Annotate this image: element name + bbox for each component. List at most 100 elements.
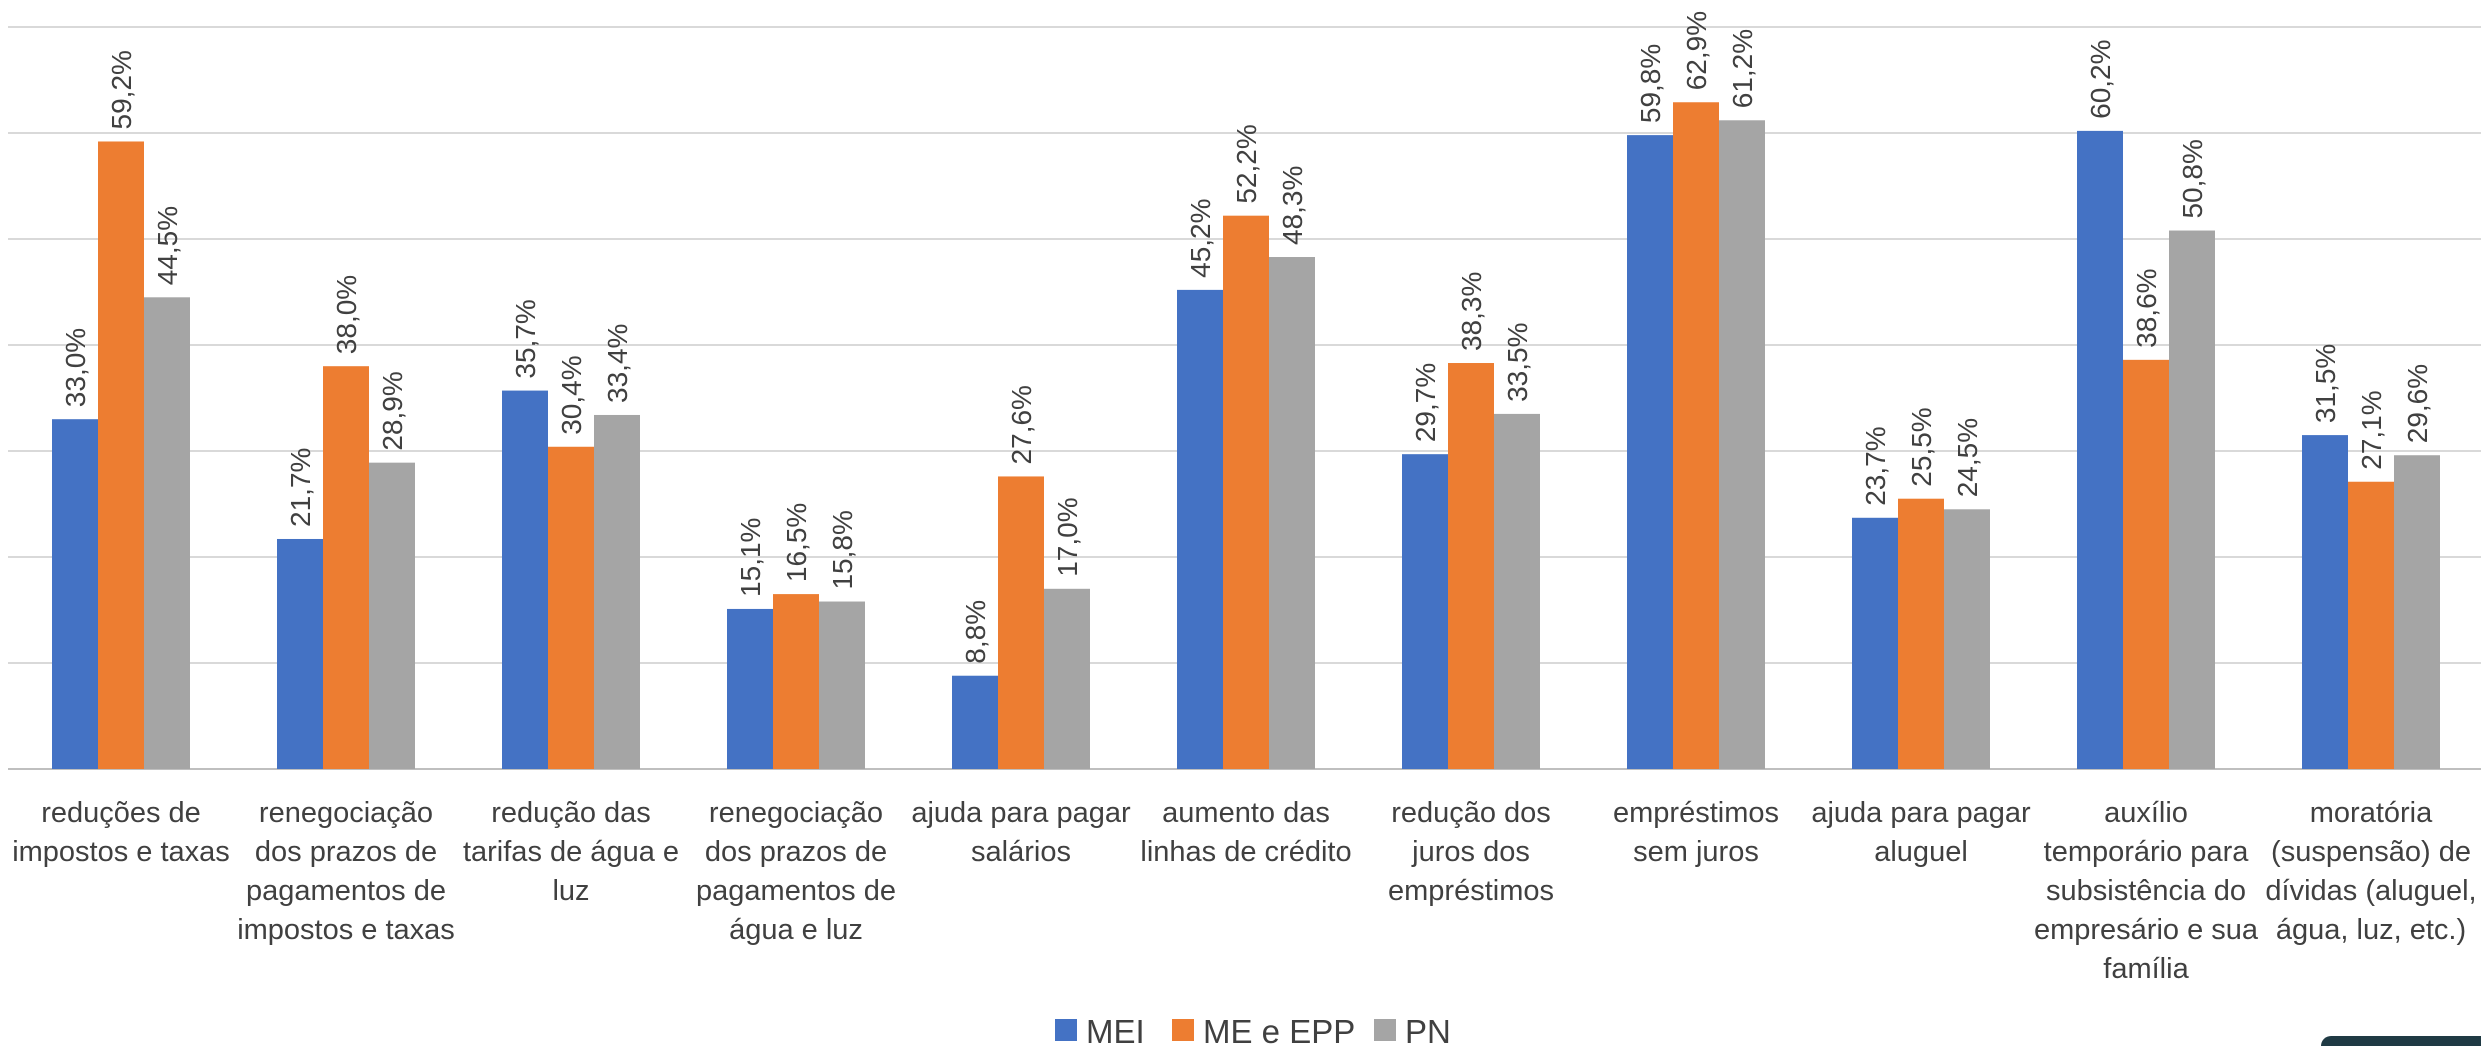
bar-mei-8 <box>1852 517 1898 769</box>
data-label-mei-8: 23,7% <box>1860 426 1891 505</box>
data-labels: 33,0% 59,2% 44,5% 21,7% 38,0% 28,9% 35,7% 30,4%… <box>60 11 2433 664</box>
bar-pn-5 <box>1269 257 1315 769</box>
category-label-line: juros dos <box>1411 836 1530 868</box>
bar-mei-7 <box>1627 135 1673 769</box>
bar-me-e-epp-6 <box>1448 363 1494 769</box>
bar-mei-6 <box>1402 454 1448 769</box>
data-label-mei-5: 45,2% <box>1185 198 1216 277</box>
data-label-me-e-epp-5: 52,2% <box>1231 124 1262 203</box>
bar-pn-4 <box>1044 588 1090 769</box>
category-label-line: renegociação <box>709 797 883 829</box>
data-label-pn-6: 33,5% <box>1502 322 1533 401</box>
bar-pn-10 <box>2394 455 2440 769</box>
category-label-5: aumento das linhas de crédito <box>1140 797 1351 868</box>
data-label-me-e-epp-4: 27,6% <box>1006 385 1037 464</box>
bar-pn-3 <box>819 601 865 769</box>
category-label-line: aluguel <box>1874 836 1968 868</box>
category-label-line: água, luz, etc.) <box>2276 914 2466 946</box>
category-label-line: dos prazos de <box>705 836 887 868</box>
category-label-line: subsistência do <box>2046 875 2246 907</box>
data-label-pn-4: 17,0% <box>1052 497 1083 576</box>
category-label-line: pagamentos de <box>696 875 896 907</box>
bar-me-e-epp-3 <box>773 594 819 769</box>
data-label-mei-3: 15,1% <box>735 518 766 597</box>
category-label-line: linhas de crédito <box>1140 836 1351 868</box>
category-label-line: salários <box>971 836 1071 868</box>
bar-mei-10 <box>2302 435 2348 769</box>
category-label-line: empresário e sua <box>2034 914 2259 946</box>
data-label-me-e-epp-3: 16,5% <box>781 503 812 582</box>
category-label-line: temporário para <box>2044 836 2250 868</box>
category-label-line: renegociação <box>259 797 433 829</box>
category-label-line: reduções de <box>41 797 201 829</box>
bar-me-e-epp-8 <box>1898 498 1944 769</box>
legend-label-pn: PN <box>1405 1013 1451 1046</box>
category-label-3: renegociação dos prazos de pagamentos de ág… <box>696 797 896 946</box>
data-label-me-e-epp-8: 25,5% <box>1906 407 1937 486</box>
category-label-10: moratória (suspensão) de dívidas (aluguel,… <box>2265 797 2476 946</box>
category-label-9: auxílio temporário para subsistência do emp… <box>2034 797 2259 985</box>
category-label-line: (suspensão) de <box>2271 836 2471 868</box>
category-label-line: aumento das <box>1162 797 1330 829</box>
legend-swatch-pn <box>1374 1019 1396 1041</box>
bar-pn-6 <box>1494 413 1540 769</box>
category-label-1: renegociação dos prazos de pagamentos de im… <box>237 797 455 946</box>
bar-me-e-epp-7 <box>1673 102 1719 769</box>
data-label-mei-4: 8,8% <box>960 600 991 664</box>
data-label-me-e-epp-1: 38,0% <box>331 275 362 354</box>
category-label-line: ajuda para pagar <box>1811 797 2031 829</box>
bar-mei-4 <box>952 675 998 769</box>
bar-me-e-epp-1 <box>323 366 369 769</box>
data-label-pn-7: 61,2% <box>1727 29 1758 108</box>
category-label-2: redução das tarifas de água e luz <box>463 797 679 907</box>
bar-me-e-epp-2 <box>548 446 594 769</box>
legend-label-mei: MEI <box>1086 1013 1145 1046</box>
legend: MEI ME e EPP PN <box>1055 1013 1451 1046</box>
category-label-0: reduções de impostos e taxas <box>12 797 230 868</box>
category-label-line: tarifas de água e <box>463 836 679 868</box>
category-label-line: impostos e taxas <box>237 914 455 946</box>
data-label-mei-1: 21,7% <box>285 448 316 527</box>
category-label-7: empréstimos sem juros <box>1613 797 1779 868</box>
bar-pn-8 <box>1944 509 1990 769</box>
category-label-line: dos prazos de <box>255 836 437 868</box>
legend-swatch-me-epp <box>1172 1019 1194 1041</box>
data-label-mei-2: 35,7% <box>510 299 541 378</box>
data-label-mei-6: 29,7% <box>1410 363 1441 442</box>
category-label-8: ajuda para pagar aluguel <box>1811 797 2031 868</box>
bar-me-e-epp-0 <box>98 141 144 770</box>
data-label-mei-10: 31,5% <box>2310 344 2341 423</box>
category-label-line: impostos e taxas <box>12 836 230 868</box>
category-label-line: auxílio <box>2104 797 2188 829</box>
bar-pn-1 <box>369 462 415 769</box>
bar-pn-7 <box>1719 120 1765 769</box>
category-label-4: ajuda para pagar salários <box>911 797 1131 868</box>
data-label-me-e-epp-0: 59,2% <box>106 50 137 129</box>
bar-mei-0 <box>52 419 98 769</box>
bar-mei-3 <box>727 608 773 769</box>
bar-mei-2 <box>502 390 548 769</box>
data-label-pn-10: 29,6% <box>2402 364 2433 443</box>
category-label-line: sem juros <box>1633 836 1759 868</box>
data-label-pn-1: 28,9% <box>377 371 408 450</box>
category-label-line: empréstimos <box>1613 797 1779 829</box>
category-label-line: empréstimos <box>1388 875 1554 907</box>
data-label-mei-0: 33,0% <box>60 328 91 407</box>
legend-label-me-epp: ME e EPP <box>1203 1013 1355 1046</box>
bar-pn-0 <box>144 297 190 769</box>
data-label-mei-7: 59,8% <box>1635 44 1666 123</box>
bar-me-e-epp-4 <box>998 476 1044 769</box>
bar-me-e-epp-5 <box>1223 215 1269 769</box>
category-label-line: água e luz <box>729 914 863 946</box>
data-label-pn-5: 48,3% <box>1277 166 1308 245</box>
category-label-line: pagamentos de <box>246 875 446 907</box>
data-label-me-e-epp-10: 27,1% <box>2356 390 2387 469</box>
legend-swatch-mei <box>1055 1019 1077 1041</box>
bar-me-e-epp-9 <box>2123 359 2169 769</box>
bar-mei-9 <box>2077 130 2123 769</box>
category-labels: reduções de impostos e taxas renegociação d… <box>12 797 2476 985</box>
corner-decoration <box>2321 1036 2481 1046</box>
data-label-pn-8: 24,5% <box>1952 418 1983 497</box>
data-label-pn-0: 44,5% <box>152 206 183 285</box>
